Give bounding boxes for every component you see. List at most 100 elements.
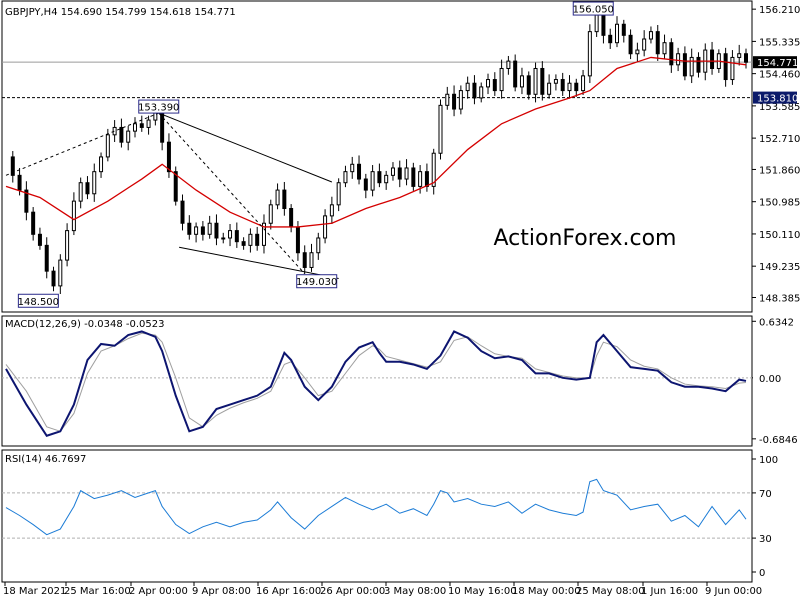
candle-body xyxy=(723,53,728,81)
candle-body xyxy=(499,67,504,92)
candle-body xyxy=(662,42,667,55)
rsi-ytick-label: 0 xyxy=(759,568,765,579)
candle-body xyxy=(126,130,131,143)
candle-body xyxy=(689,56,694,77)
candle-body xyxy=(350,163,355,173)
candle-body xyxy=(119,126,124,143)
price-ytick-label: 152.710 xyxy=(759,134,800,145)
dashed-trendline xyxy=(158,112,306,275)
x-tick-label: 25 Mar 16:00 xyxy=(64,586,131,597)
candle-body xyxy=(574,82,579,92)
candle-body xyxy=(669,42,674,66)
rsi-header: RSI(14) 46.7697 xyxy=(5,454,86,465)
candle-body xyxy=(221,237,226,240)
price-annotation-box xyxy=(138,99,180,114)
candle-body xyxy=(581,75,586,92)
candle-body xyxy=(696,56,701,73)
candle-body xyxy=(682,53,687,77)
candle-body xyxy=(479,86,484,99)
current-price-tag: 154.771 xyxy=(757,58,798,69)
macd-current-tag-bg xyxy=(753,371,797,384)
candle-body xyxy=(540,67,545,95)
candle-body xyxy=(676,53,681,66)
candle-body xyxy=(24,189,29,213)
candle-body xyxy=(547,82,552,95)
candle-body xyxy=(642,38,647,51)
candle-body xyxy=(411,167,416,187)
candle-body xyxy=(268,204,273,224)
trendline xyxy=(179,246,339,280)
price-annotation-box xyxy=(572,1,614,16)
candle-body xyxy=(139,123,144,128)
candle-body xyxy=(486,79,491,88)
candle-body xyxy=(336,182,341,206)
candle-body xyxy=(452,93,457,110)
x-tick-label: 2 Apr 00:00 xyxy=(129,586,188,597)
candle-body xyxy=(648,31,653,40)
macd-main-line xyxy=(5,330,747,437)
candle-body xyxy=(357,163,362,180)
candle-body xyxy=(37,233,42,246)
x-tick-label: 10 May 16:00 xyxy=(448,586,517,597)
candle-body xyxy=(472,82,477,99)
x-tick-label: 26 Apr 00:00 xyxy=(320,586,385,597)
candle-body xyxy=(275,189,280,206)
level-price-tag: 153.810 xyxy=(757,94,798,105)
rsi-ytick-label: 30 xyxy=(759,534,772,545)
rsi-line xyxy=(5,478,747,536)
candle-body xyxy=(628,34,633,55)
candle-body xyxy=(10,156,15,176)
macd-ytick-label: 0.6342 xyxy=(759,317,794,328)
candle-body xyxy=(234,230,239,243)
price-ytick-label: 150.985 xyxy=(759,198,800,209)
candle-body xyxy=(418,171,423,187)
price-annotation-box xyxy=(17,293,59,308)
candle-body xyxy=(560,79,565,92)
candle-body xyxy=(737,53,742,58)
x-tick-label: 9 Apr 08:00 xyxy=(192,586,251,597)
x-tick-label: 18 May 00:00 xyxy=(512,586,581,597)
x-tick-label: 18 Mar 2021 xyxy=(3,586,66,597)
price-annotation-box xyxy=(296,274,338,289)
price-annotation-label: 153.390 xyxy=(138,103,179,114)
candle-body xyxy=(17,174,22,191)
candle-body xyxy=(465,82,470,92)
price-ytick-label: 148.385 xyxy=(759,293,800,304)
candle-body xyxy=(105,134,110,158)
price-ytick-label: 151.860 xyxy=(759,165,800,176)
price-annotation-label: 148.500 xyxy=(18,297,59,308)
price-ytick-label: 155.335 xyxy=(759,37,800,48)
candle-body xyxy=(323,215,328,239)
candle-body xyxy=(587,31,592,77)
price-pane: 156.210 155.335 154.460 153.585 152.710 151.8… xyxy=(2,1,800,308)
candle-body xyxy=(655,31,660,55)
moving-average-line xyxy=(5,56,747,228)
candle-body xyxy=(397,167,402,180)
candle-body xyxy=(513,60,518,88)
trendline xyxy=(158,112,333,183)
rsi-ytick-label: 100 xyxy=(759,455,778,466)
candle-body xyxy=(78,182,83,202)
candle-body xyxy=(608,34,613,44)
candle-body xyxy=(567,82,572,92)
candle-body xyxy=(621,23,626,36)
candle-body xyxy=(187,222,192,235)
candle-body xyxy=(438,104,443,154)
symbol-header: GBPJPY,H4 154.690 154.799 154.618 154.77… xyxy=(5,7,236,18)
candle-body xyxy=(248,233,253,246)
candle-body xyxy=(85,182,90,195)
candle-body xyxy=(519,75,524,88)
candle-body xyxy=(316,237,321,254)
rsi-pane: 100 70 30 0 xyxy=(2,455,778,579)
candle-body xyxy=(615,23,620,44)
candle-body xyxy=(99,156,104,173)
candle-body xyxy=(255,233,260,246)
x-tick-label: 9 Jun 00:00 xyxy=(705,586,762,597)
candle-body xyxy=(295,226,300,254)
candle-body xyxy=(180,200,185,224)
candle-body xyxy=(112,126,117,136)
candle-body xyxy=(445,93,450,106)
